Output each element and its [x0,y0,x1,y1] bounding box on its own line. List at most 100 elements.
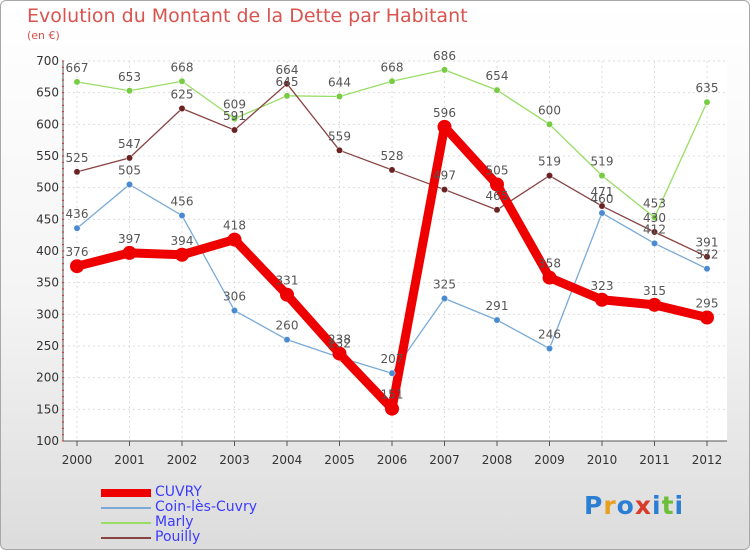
data-label: 609 [223,98,246,112]
data-point [231,307,238,314]
data-label: 625 [171,88,194,102]
data-point [388,369,396,377]
data-label: 654 [486,69,509,83]
data-point [651,228,658,236]
data-point [598,172,606,180]
data-point [231,115,238,123]
data-label: 505 [118,164,141,178]
y-minor-tick [62,408,64,410]
logo-letter: x [634,491,652,520]
y-minor-tick [62,313,64,315]
y-minor-tick [62,130,64,132]
x-tick-label: 2009 [534,453,565,467]
data-label: 376 [66,245,89,259]
legend-label: Marly [155,514,194,530]
y-tick-label: 700 [36,54,59,68]
legend-label: Coin-lès-Cuvry [155,499,257,515]
data-label: 391 [696,236,719,250]
data-label: 238 [328,333,351,347]
data-label: 325 [433,278,456,292]
y-minor-tick [62,345,64,347]
legend-swatch [101,507,151,509]
y-minor-tick [62,193,64,195]
y-minor-tick [62,142,64,144]
data-point [178,77,186,85]
data-point [126,181,133,188]
data-label: 471 [591,185,614,199]
y-minor-tick [62,206,64,208]
y-tick-label: 350 [36,276,59,290]
y-minor-tick [62,111,64,113]
x-tick-label: 2004 [272,453,303,467]
logo-letter: o [616,491,635,520]
data-label: 497 [433,169,456,183]
data-point [385,401,399,416]
y-minor-tick [62,73,64,75]
logo-letter: r [603,491,617,520]
data-point [175,247,189,262]
logo-letter: i [674,491,685,520]
x-tick-label: 2010 [587,453,618,467]
data-label: 323 [591,279,614,293]
y-minor-tick [62,434,64,436]
data-point [231,126,238,134]
y-minor-tick [62,415,64,417]
data-point [441,66,448,74]
data-label: 559 [328,129,351,143]
proxiti-logo: Proxiti [584,491,684,520]
legend-label: CUVRY [155,484,202,500]
y-minor-tick [62,168,64,170]
y-minor-tick [62,370,64,372]
data-label: 306 [223,290,246,304]
y-minor-tick [62,389,64,391]
data-point [493,86,501,94]
data-label: 667 [66,61,89,75]
data-point [651,239,658,247]
y-minor-tick [62,256,64,258]
y-minor-tick [62,149,64,151]
logo-letter: i [652,491,662,520]
y-tick-label: 450 [36,212,59,226]
data-point [73,78,81,86]
data-point [332,346,347,361]
y-minor-tick [62,307,64,309]
y-minor-tick [62,427,64,429]
data-point [546,345,553,352]
data-label: 456 [171,195,194,209]
data-point [280,287,294,302]
x-tick-label: 2008 [482,453,513,467]
data-point [388,166,396,174]
data-point [598,202,606,210]
y-minor-tick [62,377,64,379]
data-label: 664 [276,63,299,77]
data-label: 645 [276,75,299,89]
data-point [546,172,553,180]
y-tick-label: 300 [36,307,59,321]
data-point [283,336,291,344]
y-minor-tick [62,98,64,100]
y-minor-tick [62,320,64,322]
data-label: 505 [486,164,509,178]
data-label: 668 [171,60,194,74]
y-minor-tick [62,225,64,227]
y-minor-tick [62,301,64,303]
data-point [122,245,137,260]
y-tick-label: 600 [36,117,59,131]
y-minor-tick [62,92,64,94]
y-tick-label: 550 [36,149,59,163]
legend-swatch [101,489,151,497]
x-tick-label: 2011 [639,453,670,467]
data-point [336,146,343,154]
y-minor-tick [62,282,64,284]
data-point [703,253,711,261]
data-point [441,295,448,302]
data-label: 547 [118,137,141,151]
y-minor-tick [62,275,64,277]
x-tick-label: 2006 [377,453,408,467]
data-point [73,224,81,232]
data-point [703,265,711,273]
y-tick-label: 200 [36,371,59,385]
data-point [73,168,81,176]
